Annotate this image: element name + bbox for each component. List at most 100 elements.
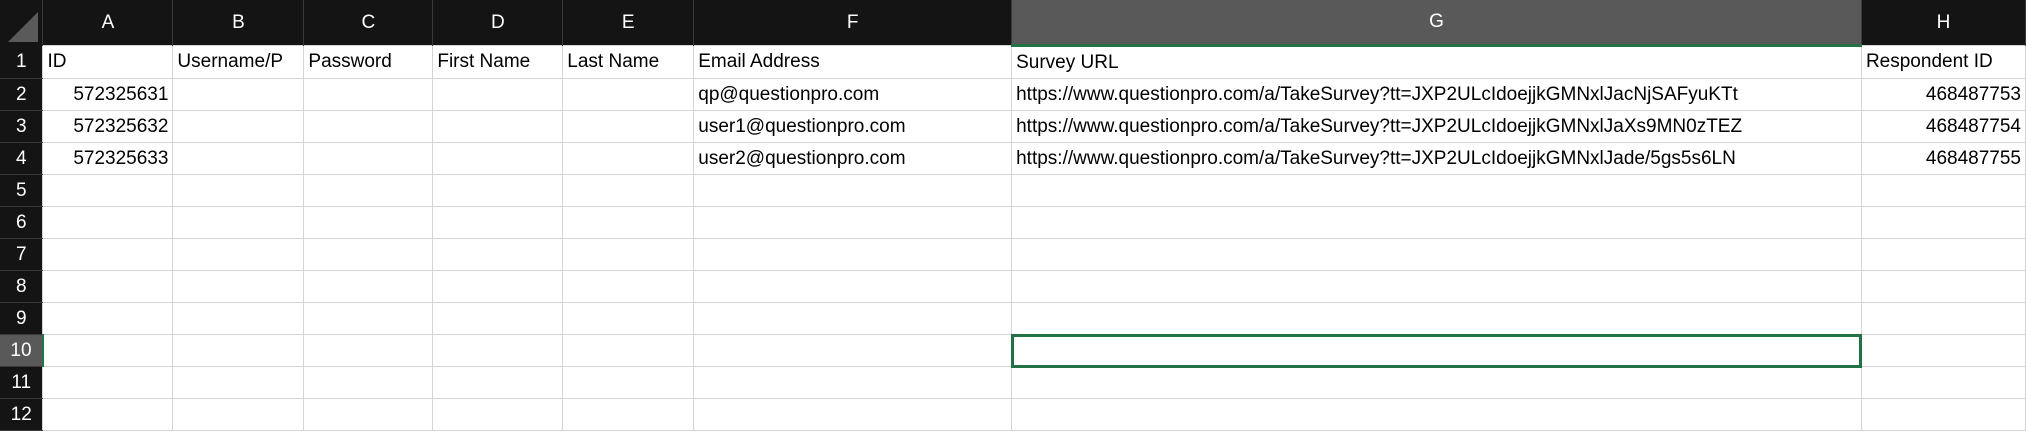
cell-D1[interactable]: First Name xyxy=(432,45,564,79)
cell-D4[interactable] xyxy=(432,142,564,175)
cell-G11[interactable] xyxy=(1011,366,1862,399)
cell-C11[interactable] xyxy=(303,366,434,399)
row-header-3[interactable]: 3 xyxy=(0,110,43,143)
cell-H5[interactable] xyxy=(1860,174,2026,207)
column-header-D[interactable]: D xyxy=(432,0,564,46)
cell-A10[interactable] xyxy=(42,334,174,367)
cell-F8[interactable] xyxy=(693,270,1013,303)
cell-A5[interactable] xyxy=(42,174,174,207)
cell-G12[interactable] xyxy=(1011,398,1862,431)
cell-E2[interactable] xyxy=(562,78,695,111)
cell-A12[interactable] xyxy=(42,398,174,431)
row-header-9[interactable]: 9 xyxy=(0,302,43,335)
cell-F7[interactable] xyxy=(693,238,1013,271)
cell-A11[interactable] xyxy=(42,366,174,399)
cell-F1[interactable]: Email Address xyxy=(693,45,1013,79)
row-header-10[interactable]: 10 xyxy=(0,334,44,367)
cell-A4[interactable]: 572325633 xyxy=(42,142,174,175)
cell-D8[interactable] xyxy=(432,270,564,303)
cell-C6[interactable] xyxy=(303,206,434,239)
cell-H1[interactable]: Respondent ID xyxy=(1860,45,2026,79)
cell-E12[interactable] xyxy=(562,398,695,431)
cell-B7[interactable] xyxy=(172,238,305,271)
cell-D5[interactable] xyxy=(432,174,564,207)
row-header-12[interactable]: 12 xyxy=(0,398,43,431)
cell-C8[interactable] xyxy=(303,270,434,303)
cell-E11[interactable] xyxy=(562,366,695,399)
cell-H11[interactable] xyxy=(1860,366,2026,399)
cell-H6[interactable] xyxy=(1860,206,2026,239)
column-header-G[interactable]: G xyxy=(1011,0,1862,47)
cell-C10[interactable] xyxy=(303,334,434,367)
cell-F3[interactable]: user1@questionpro.com xyxy=(693,110,1013,143)
cell-G8[interactable] xyxy=(1011,270,1862,303)
column-header-H[interactable]: H xyxy=(1861,0,2026,46)
cell-D3[interactable] xyxy=(432,110,564,143)
cell-G3[interactable]: https://www.questionpro.com/a/TakeSurvey… xyxy=(1011,110,1862,143)
cell-B5[interactable] xyxy=(172,174,305,207)
cell-B4[interactable] xyxy=(172,142,305,175)
cell-E6[interactable] xyxy=(562,206,695,239)
column-header-A[interactable]: A xyxy=(42,0,174,46)
cell-B1[interactable]: Username/P xyxy=(172,45,305,79)
cell-D11[interactable] xyxy=(432,366,564,399)
row-header-1[interactable]: 1 xyxy=(0,45,43,79)
cell-G7[interactable] xyxy=(1011,238,1862,271)
cell-G6[interactable] xyxy=(1011,206,1862,239)
cell-A9[interactable] xyxy=(42,302,174,335)
select-all-button[interactable] xyxy=(0,0,44,46)
cell-G9[interactable] xyxy=(1011,302,1862,335)
row-header-8[interactable]: 8 xyxy=(0,270,43,303)
cell-F5[interactable] xyxy=(693,174,1013,207)
cell-E9[interactable] xyxy=(562,302,695,335)
cell-A6[interactable] xyxy=(42,206,174,239)
column-header-F[interactable]: F xyxy=(693,0,1013,46)
cell-B12[interactable] xyxy=(172,398,305,431)
cell-D12[interactable] xyxy=(432,398,564,431)
cell-C12[interactable] xyxy=(303,398,434,431)
cell-F11[interactable] xyxy=(693,366,1013,399)
cell-B3[interactable] xyxy=(172,110,305,143)
cell-H9[interactable] xyxy=(1860,302,2026,335)
cell-D6[interactable] xyxy=(432,206,564,239)
cell-H4[interactable]: 468487755 xyxy=(1860,142,2026,175)
cell-D10[interactable] xyxy=(432,334,564,367)
cell-H12[interactable] xyxy=(1860,398,2026,431)
cell-F10[interactable] xyxy=(693,334,1013,367)
column-header-E[interactable]: E xyxy=(562,0,695,46)
cell-C7[interactable] xyxy=(303,238,434,271)
row-header-6[interactable]: 6 xyxy=(0,206,43,239)
cell-E3[interactable] xyxy=(562,110,695,143)
cell-C1[interactable]: Password xyxy=(303,45,434,79)
cell-E8[interactable] xyxy=(562,270,695,303)
cell-F2[interactable]: qp@questionpro.com xyxy=(693,78,1013,111)
row-header-5[interactable]: 5 xyxy=(0,174,43,207)
cell-A7[interactable] xyxy=(42,238,174,271)
row-header-2[interactable]: 2 xyxy=(0,78,43,111)
cell-E10[interactable] xyxy=(562,334,695,367)
cell-C3[interactable] xyxy=(303,110,434,143)
cell-F4[interactable]: user2@questionpro.com xyxy=(693,142,1013,175)
cell-D7[interactable] xyxy=(432,238,564,271)
cell-A8[interactable] xyxy=(42,270,174,303)
cell-H7[interactable] xyxy=(1860,238,2026,271)
row-header-11[interactable]: 11 xyxy=(0,366,43,399)
cell-D9[interactable] xyxy=(432,302,564,335)
cell-F12[interactable] xyxy=(693,398,1013,431)
cell-C5[interactable] xyxy=(303,174,434,207)
column-header-B[interactable]: B xyxy=(172,0,305,46)
row-header-4[interactable]: 4 xyxy=(0,142,43,175)
row-header-7[interactable]: 7 xyxy=(0,238,43,271)
cell-B10[interactable] xyxy=(172,334,305,367)
cell-A3[interactable]: 572325632 xyxy=(42,110,174,143)
cell-B9[interactable] xyxy=(172,302,305,335)
column-header-C[interactable]: C xyxy=(303,0,434,46)
cell-G4[interactable]: https://www.questionpro.com/a/TakeSurvey… xyxy=(1011,142,1862,175)
cell-B2[interactable] xyxy=(172,78,305,111)
cell-B11[interactable] xyxy=(172,366,305,399)
cell-E1[interactable]: Last Name xyxy=(562,45,695,79)
cell-G2[interactable]: https://www.questionpro.com/a/TakeSurvey… xyxy=(1011,78,1862,111)
cell-E5[interactable] xyxy=(562,174,695,207)
cell-H8[interactable] xyxy=(1860,270,2026,303)
cell-A1[interactable]: ID xyxy=(42,45,174,79)
